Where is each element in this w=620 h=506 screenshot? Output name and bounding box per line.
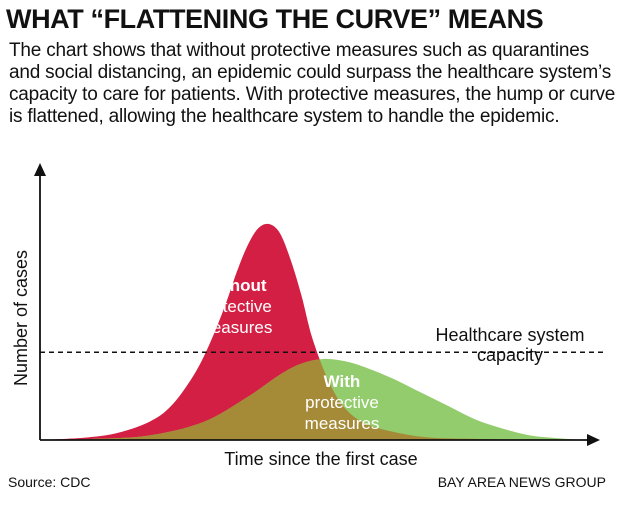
y-axis-arrow-icon [34, 163, 46, 176]
intro-text: The chart shows that without protective … [9, 40, 616, 127]
x-axis-arrow-icon [587, 434, 600, 446]
x-axis-label: Time since the first case [224, 449, 417, 469]
without-label-line-1: Without [203, 276, 266, 295]
overlap-area [40, 358, 585, 440]
with-label-line-2: protective [305, 393, 379, 412]
with-label-line-1: With [324, 372, 361, 391]
credit-note: BAY AREA NEWS GROUP [437, 474, 606, 490]
with-label-line-3: measures [305, 414, 380, 433]
without-label-line-2: protective [198, 297, 272, 316]
capacity-label-line-2: capacity [477, 345, 543, 365]
capacity-label-line-1: Healthcare system [435, 325, 584, 345]
source-note: Source: CDC [8, 474, 91, 490]
without-label-line-3: measures [198, 318, 273, 337]
page-title: WHAT “FLATTENING THE CURVE” MEANS [6, 4, 544, 34]
y-axis-label: Number of cases [11, 250, 31, 386]
